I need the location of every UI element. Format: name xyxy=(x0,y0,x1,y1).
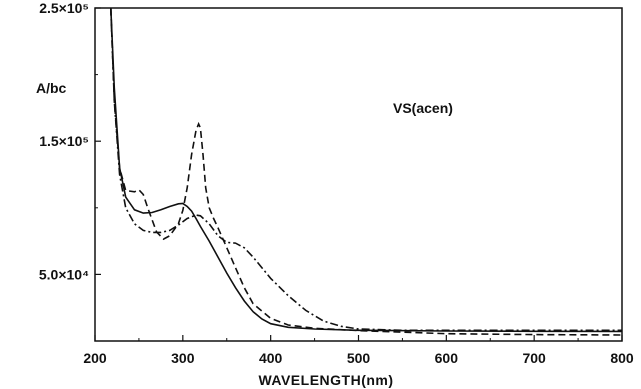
series-group xyxy=(110,8,622,336)
x-tick-label: 400 xyxy=(259,350,283,366)
plot-area xyxy=(94,7,623,342)
series-line-solid xyxy=(110,8,622,333)
x-axis-label: WAVELENGTH(nm) xyxy=(258,372,393,388)
y-tick-label: 5.0×10⁴ xyxy=(39,266,89,282)
x-tick-label: 600 xyxy=(435,350,459,366)
x-tick-label: 800 xyxy=(610,350,634,366)
chart-annotation: VS(acen) xyxy=(393,100,453,116)
x-tick-label: 300 xyxy=(171,350,195,366)
y-tick-group: 5.0×10⁴ 1.5×10⁵ 2.5×10⁵ xyxy=(39,0,101,282)
y-tick-label: 1.5×10⁵ xyxy=(39,133,89,149)
series-line-dash-dot xyxy=(110,8,622,332)
x-tick-label: 700 xyxy=(522,350,546,366)
y-tick-label: 2.5×10⁵ xyxy=(39,0,89,16)
plot-frame xyxy=(94,7,623,342)
y-axis-label: A/bc xyxy=(36,80,67,96)
x-tick-label: 500 xyxy=(347,350,371,366)
series-line-dashed xyxy=(110,8,622,336)
x-tick-group: 200 300 400 500 600 700 800 xyxy=(83,335,634,366)
x-tick-label: 200 xyxy=(83,350,107,366)
